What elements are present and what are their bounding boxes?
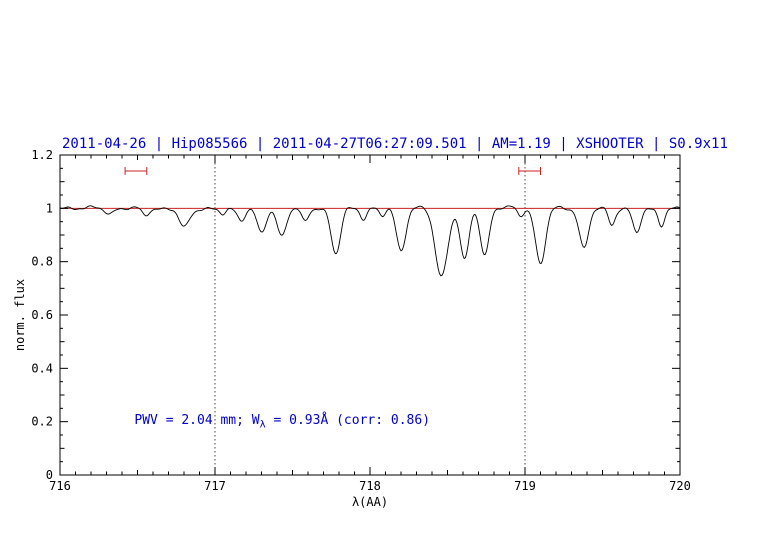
annotation-lambda-subscript: λ — [259, 419, 266, 431]
y-axis-label: norm. flux — [13, 279, 27, 351]
y-tick-label: 0.8 — [31, 255, 53, 269]
y-tick-label: 0 — [46, 468, 53, 482]
annotation-suffix: = 0.93Å (corr: 0.86) — [265, 412, 431, 428]
y-tick-label: 0.6 — [31, 308, 53, 322]
y-tick-label: 1.2 — [31, 148, 53, 162]
annotation-prefix: PWV = 2.04 mm; W — [134, 412, 260, 428]
x-tick-label: 716 — [49, 479, 71, 493]
y-tick-label: 1 — [46, 201, 53, 215]
spectrum-line — [59, 205, 681, 277]
pwv-annotation: PWV = 2.04 mm; Wλ = 0.93Å (corr: 0.86) — [134, 413, 430, 431]
x-tick-label: 720 — [669, 479, 691, 493]
x-tick-label: 719 — [514, 479, 536, 493]
y-tick-label: 0.2 — [31, 415, 53, 429]
chart-title: 2011-04-26 | Hip085566 | 2011-04-27T06:2… — [62, 136, 728, 152]
y-tick-label: 0.4 — [31, 361, 53, 375]
x-tick-label: 718 — [359, 479, 381, 493]
x-axis-label: λ(AA) — [352, 495, 388, 509]
x-tick-label: 717 — [204, 479, 226, 493]
